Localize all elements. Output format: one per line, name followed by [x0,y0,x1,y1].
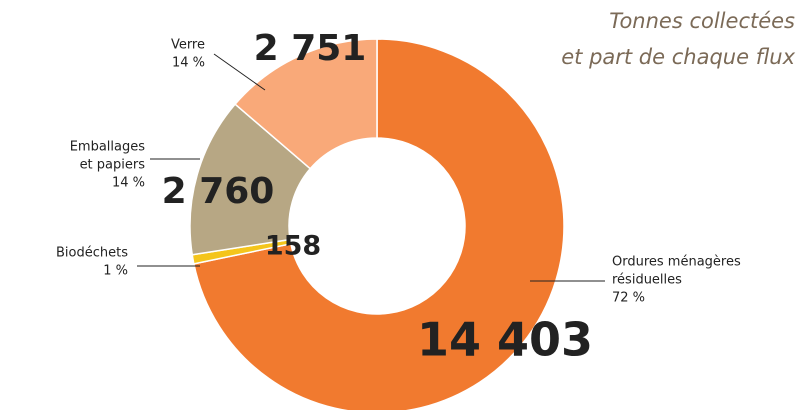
donut-slice [189,103,312,256]
donut-slice [234,38,378,170]
share-label: 72 % [612,291,645,306]
share-label: 14 % [112,176,145,191]
category-label: et papiers [80,158,146,173]
category-label: Biodéchets [56,246,128,261]
chart-title: et part de chaque flux [561,45,795,69]
category-label: Verre [171,38,205,53]
value-label: 2 751 [254,28,367,69]
value-label: 158 [265,231,321,262]
chart-title: Tonnes collectées [609,9,795,33]
share-label: 1 % [103,264,128,279]
value-label: 14 403 [417,313,593,367]
value-label: 2 760 [162,171,275,212]
donut-slice [192,38,565,410]
share-label: 14 % [172,56,205,71]
category-label: Ordures ménagères [612,255,741,270]
category-label: Emballages [70,140,146,155]
leader-line [213,53,266,91]
category-label: résiduelles [612,273,682,288]
